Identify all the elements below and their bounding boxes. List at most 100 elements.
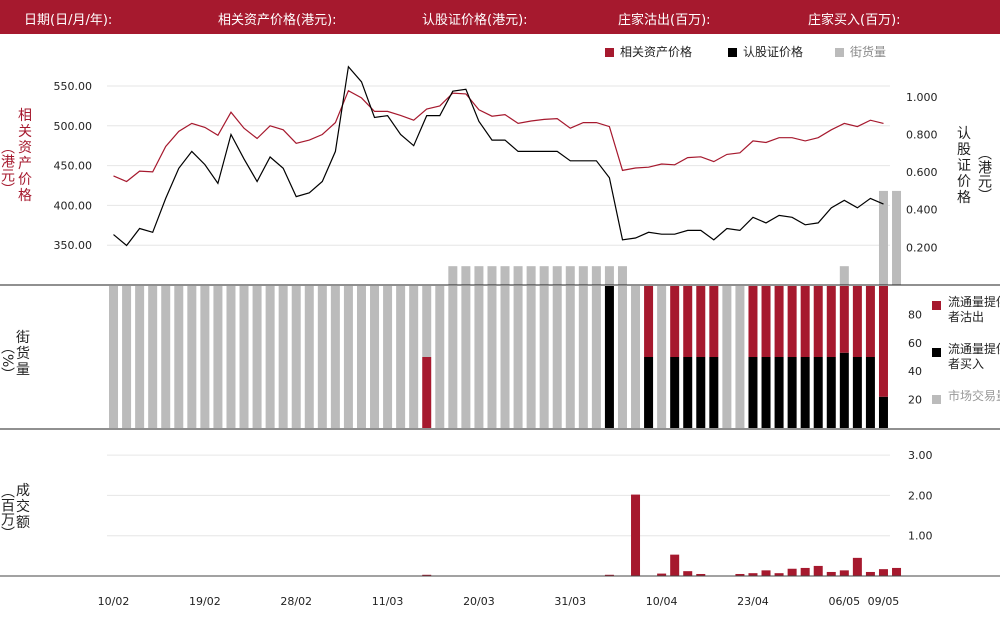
legend-text: 街货量 xyxy=(850,45,887,59)
bottom-axis-title: 成交额 xyxy=(16,483,30,531)
date-label: 日期(日/月/年): xyxy=(24,13,113,28)
market-volume-bar xyxy=(187,286,197,428)
market-volume-bar xyxy=(591,286,601,428)
turnover-bar xyxy=(670,554,680,576)
turnover-tick-label: 2.00 xyxy=(908,489,933,502)
turnover-bar xyxy=(800,567,810,576)
legend-text: 流通量提供者买入 xyxy=(948,342,1000,371)
legend-text: 流通量提供者沽出 xyxy=(948,295,1000,324)
mm-sold-label: 庄家沽出(百万): xyxy=(618,13,711,28)
turnover-bar xyxy=(839,570,849,576)
right-tick-label: 0.600 xyxy=(906,166,938,179)
market-volume-bar xyxy=(135,286,145,428)
turnover-bar xyxy=(852,557,862,576)
left-tick-label: 500.00 xyxy=(54,120,93,133)
turnover-bar xyxy=(787,568,797,576)
market-volume-bar xyxy=(526,286,536,428)
market-volume-bar xyxy=(239,286,249,428)
outstanding-bar xyxy=(878,190,888,285)
mm-sell-bar xyxy=(761,286,771,357)
market-volume-bar xyxy=(383,286,393,428)
mm-buy-bar xyxy=(748,357,758,428)
turnover-bar xyxy=(604,574,614,576)
legend-outstanding: 街货量 xyxy=(835,43,886,60)
mm-buy-bar xyxy=(852,357,862,428)
outstanding-bar xyxy=(617,266,627,285)
right-tick-label: 0.400 xyxy=(906,204,938,217)
mm-sell-bar xyxy=(813,286,823,357)
bottom-axis-unit: （百万） xyxy=(0,484,15,540)
legend-swatch xyxy=(932,301,941,310)
left-axis-title: 相关资产价格 xyxy=(18,108,32,204)
legend-swatch xyxy=(932,395,941,404)
mm-buy-bar xyxy=(826,357,836,428)
legend-text: 认股证价格 xyxy=(743,45,804,59)
market-volume-bar xyxy=(291,286,301,428)
outstanding-bar xyxy=(591,266,601,285)
market-volume-bar xyxy=(343,286,353,428)
mm-sell-bar xyxy=(683,286,693,357)
outstanding-bar xyxy=(839,266,849,285)
mm-buy-bar xyxy=(761,357,771,428)
mm-sell-bar xyxy=(774,286,784,357)
mm-buy-bar xyxy=(787,357,797,428)
market-volume-bar xyxy=(617,286,627,428)
legend-text: 相关资产价格 xyxy=(620,45,693,59)
mm-buy-bar xyxy=(709,357,719,428)
turnover-bar xyxy=(892,567,902,576)
mm-buy-bar xyxy=(670,357,680,428)
turnover-bar xyxy=(865,571,875,576)
mm-buy-bar xyxy=(644,357,654,428)
right-tick-label: 0.800 xyxy=(906,128,938,141)
mm-sell-bar xyxy=(709,286,719,357)
turnover-bar xyxy=(826,571,836,576)
market-volume-bar xyxy=(513,286,523,428)
turnover-bar xyxy=(748,573,758,576)
market-volume-bar xyxy=(500,286,510,428)
market-volume-bar xyxy=(122,286,132,428)
market-volume-bar xyxy=(422,286,432,357)
left-tick-label: 400.00 xyxy=(54,199,93,212)
turnover-tick-label: 3.00 xyxy=(908,449,933,462)
market-volume-bar xyxy=(722,286,732,428)
outstanding-bar xyxy=(448,266,458,285)
warrant-price-line xyxy=(113,65,884,247)
market-volume-bar xyxy=(409,286,419,428)
market-volume-bar xyxy=(161,286,171,428)
market-volume-bar xyxy=(461,286,471,428)
right-axis-unit: （港元） xyxy=(976,146,992,202)
market-volume-bar xyxy=(226,286,236,428)
turnover-bar xyxy=(878,569,888,576)
turnover-bar xyxy=(774,573,784,576)
x-tick-label: 28/02 xyxy=(280,595,312,608)
mid-axis-title: 街货量 xyxy=(16,330,30,378)
market-volume-bar xyxy=(539,286,549,428)
mid-tick-label: 60 xyxy=(908,337,922,350)
mm-sell-bar xyxy=(839,286,849,353)
right-axis-title: 认股证价格 xyxy=(957,126,971,206)
left-tick-label: 350.00 xyxy=(54,239,93,252)
market-volume-bar xyxy=(356,286,366,428)
legend-swatch xyxy=(932,348,941,357)
mm-buy-bar xyxy=(865,357,875,428)
market-volume-bar xyxy=(265,286,275,428)
mm-buy-bar xyxy=(683,357,693,428)
market-volume-bar xyxy=(552,286,562,428)
market-volume-bar xyxy=(278,286,288,428)
market-volume-bar xyxy=(474,286,484,428)
outstanding-bar xyxy=(552,266,562,285)
mm-buy-bar xyxy=(696,357,706,428)
turnover-bar xyxy=(683,571,693,576)
mm-bought-label: 庄家买入(百万): xyxy=(808,13,901,28)
market-volume-bar xyxy=(565,286,575,428)
market-volume-bar xyxy=(370,286,380,428)
x-tick-label: 19/02 xyxy=(189,595,221,608)
x-tick-label: 10/02 xyxy=(98,595,130,608)
mm-buy-bar xyxy=(878,396,888,428)
outstanding-bar xyxy=(500,266,510,285)
mid-axis-unit: （%） xyxy=(0,340,15,382)
x-tick-label: 31/03 xyxy=(554,595,586,608)
market-volume-bar xyxy=(330,286,340,428)
legend-swatch xyxy=(835,48,844,57)
